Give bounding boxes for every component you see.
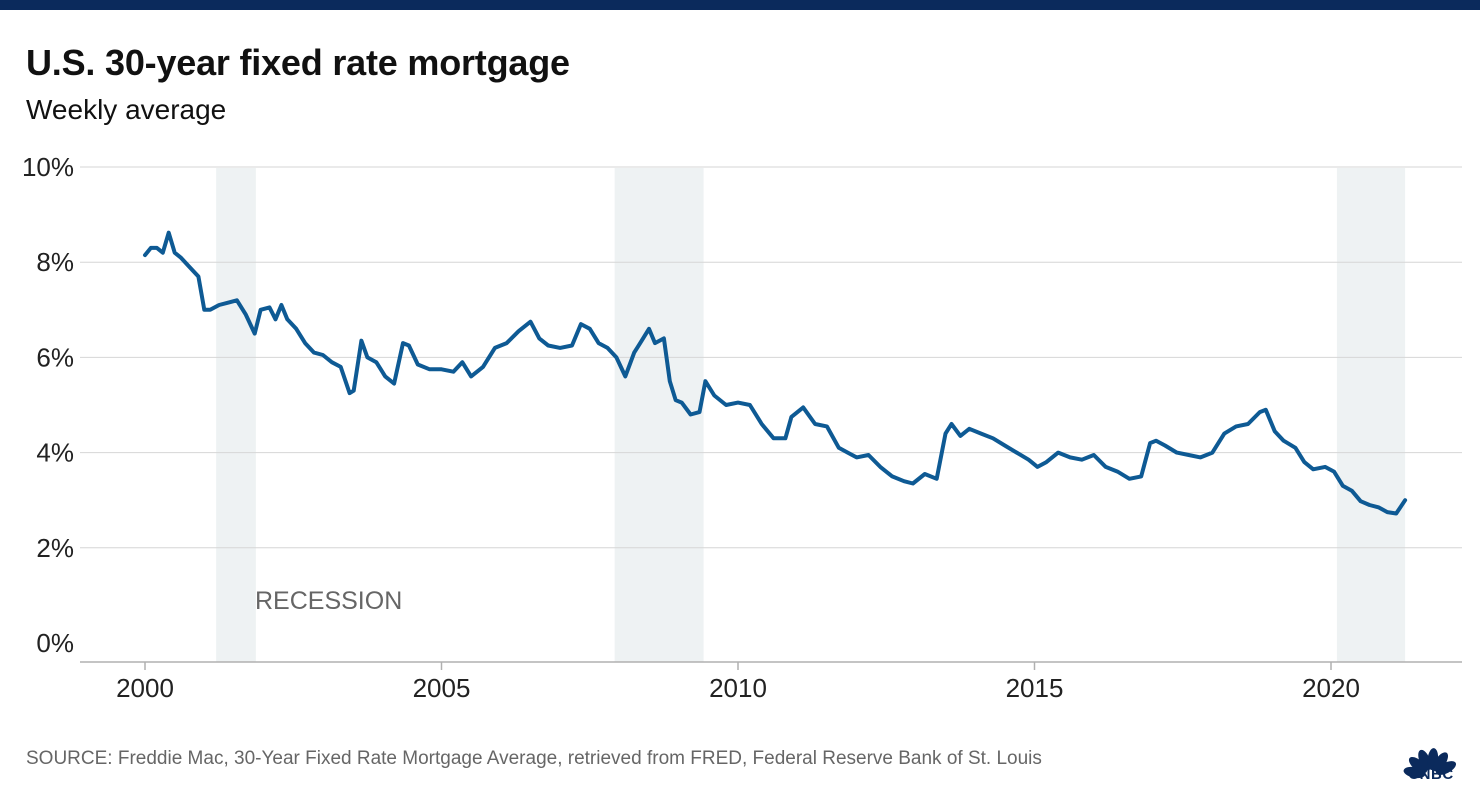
line-chart: 0% 2% 4% 6% 8% 10% 2000 2005 2010 2015 2020 RECES… bbox=[22, 152, 1462, 703]
chart-subtitle: Weekly average bbox=[26, 94, 227, 125]
y-tick-label: 2% bbox=[36, 533, 74, 563]
peacock-logo-icon bbox=[1403, 748, 1457, 779]
x-tick-label: 2005 bbox=[413, 673, 471, 703]
gridlines bbox=[80, 166, 1462, 663]
source-note: SOURCE: Freddie Mac, 30-Year Fixed Rate … bbox=[26, 748, 1042, 769]
y-axis-tick-labels: 0% 2% 4% 6% 8% 10% bbox=[22, 152, 74, 658]
logo-feather bbox=[1408, 756, 1428, 774]
series-line bbox=[143, 230, 1408, 516]
top-accent-bar bbox=[0, 0, 1480, 10]
recession-bands bbox=[216, 168, 1406, 662]
y-tick-label: 0% bbox=[36, 628, 74, 658]
recession-band-3 bbox=[1336, 168, 1406, 662]
x-tick-label: 2015 bbox=[1006, 673, 1064, 703]
x-axis-tick-labels: 2000 2005 2010 2015 2020 bbox=[116, 662, 1360, 703]
x-tick-label: 2000 bbox=[116, 673, 174, 703]
logo-feather bbox=[1432, 752, 1449, 772]
y-tick-label: 6% bbox=[36, 342, 74, 372]
y-tick-label: 8% bbox=[36, 247, 74, 277]
recession-label: RECESSION bbox=[255, 587, 402, 615]
x-tick-label: 2020 bbox=[1302, 673, 1360, 703]
logo-wordmark: CNBC bbox=[1408, 766, 1454, 783]
chart-title: U.S. 30-year fixed rate mortgage bbox=[26, 42, 570, 83]
logo-feather bbox=[1418, 749, 1431, 771]
y-tick-label: 10% bbox=[22, 152, 74, 182]
y-tick-label: 4% bbox=[36, 438, 74, 468]
recession-band-1 bbox=[216, 168, 256, 662]
logo-feather bbox=[1435, 761, 1457, 775]
x-tick-label: 2010 bbox=[709, 673, 767, 703]
